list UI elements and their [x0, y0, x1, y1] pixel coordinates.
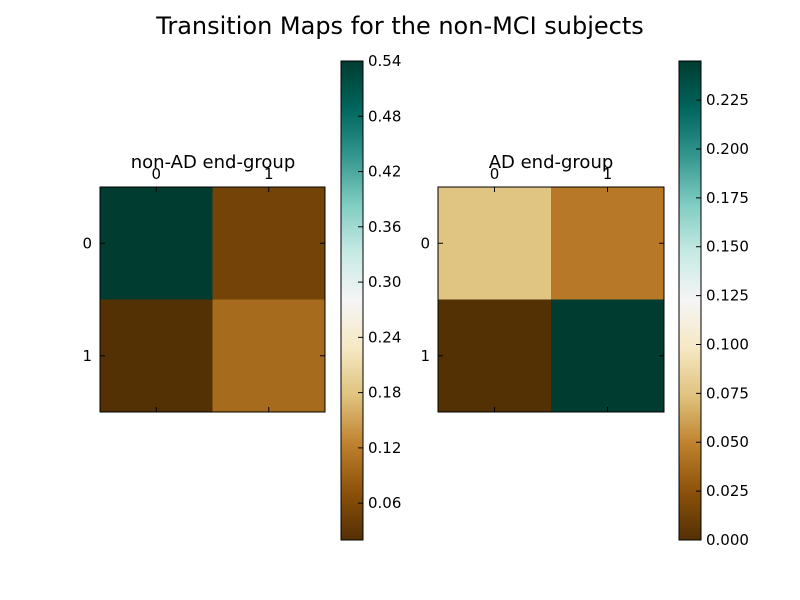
x-tick-label: 0 — [151, 165, 161, 183]
axes-frame — [99, 186, 326, 413]
colorbar-non-ad: 0.06 0.12 0.18 0.24 0.30 0.36 0.42 0.48 0.54 — [340, 52, 401, 541]
colorbar-tick-label: 0.025 — [706, 482, 749, 500]
x-tick-label: 1 — [264, 165, 274, 183]
y-tick-label: 0 — [420, 234, 430, 252]
colorbar-tick-label: 0.225 — [706, 91, 749, 109]
colorbar-tick-label: 0.36 — [368, 218, 401, 236]
colorbar-tick-label: 0.200 — [706, 140, 749, 158]
colorbar-gradient — [679, 61, 701, 540]
y-tick-label: 1 — [420, 347, 430, 365]
colorbar-ad: 0.000 0.025 0.050 0.075 0.100 0.125 0.150 0.175… — [678, 60, 749, 549]
colorbar-frame — [340, 60, 364, 541]
colorbar-tick-label: 0.125 — [706, 287, 749, 305]
colorbar-tick-label: 0.30 — [368, 273, 401, 291]
colorbar-tick-label: 0.175 — [706, 189, 749, 207]
heatmap-cell-r0-c0 — [100, 187, 213, 300]
colorbar-tick-label: 0.18 — [368, 384, 401, 402]
heatmap-cell-r1-c0 — [438, 299, 551, 412]
colorbar-tick-label: 0.06 — [368, 494, 401, 512]
heatmap-cell-r1-c0 — [100, 299, 213, 412]
colorbar-tick-label: 0.050 — [706, 433, 749, 451]
heatmap-title-non-ad: non-AD end-group — [131, 152, 296, 173]
heatmap-title-ad: AD end-group — [489, 152, 614, 173]
colorbar-frame — [678, 60, 702, 541]
colorbar-tick-label: 0.48 — [368, 107, 401, 125]
colorbar-tick-label: 0.000 — [706, 531, 749, 549]
heatmap-panel-non-ad: non-AD end-group 0 1 0 1 — [82, 152, 326, 413]
figure-title: Transition Maps for the non-MCI subjects — [155, 12, 644, 40]
x-tick-label: 0 — [490, 165, 500, 183]
colorbar-tick-label: 0.075 — [706, 384, 749, 402]
x-tick-label: 1 — [603, 165, 613, 183]
colorbar-tick-label: 0.24 — [368, 328, 401, 346]
heatmap-cell-r0-c1 — [551, 187, 664, 300]
colorbar-tick-label: 0.54 — [368, 52, 401, 70]
colorbar-gradient — [341, 61, 363, 540]
axes-frame — [437, 186, 665, 413]
colorbar-tick-label: 0.150 — [706, 238, 749, 256]
colorbar-tick-label: 0.12 — [368, 439, 401, 457]
y-tick-label: 0 — [82, 234, 92, 252]
colorbar-tick-label: 0.42 — [368, 163, 401, 181]
heatmap-cell-r1-c1 — [212, 299, 325, 412]
y-tick-label: 1 — [82, 347, 92, 365]
heatmap-cell-r1-c1 — [551, 299, 664, 412]
heatmap-panel-ad: AD end-group 0 1 0 1 — [420, 152, 665, 413]
colorbar-tick-label: 0.100 — [706, 335, 749, 353]
heatmap-cell-r0-c0 — [438, 187, 551, 300]
heatmap-cell-r0-c1 — [212, 187, 325, 300]
